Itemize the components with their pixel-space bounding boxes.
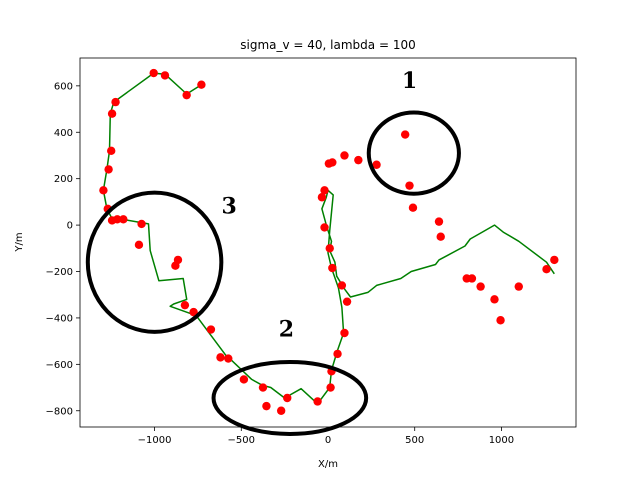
annotation-label-2: 2 [279,316,294,342]
measurement-point [107,146,116,156]
measurement-point [320,186,329,195]
x-axis-ticks: −1000 −500 0 500 1000 [138,427,514,446]
measurement-point [197,80,206,89]
annotation-label-1: 1 [402,68,417,94]
measurement-point [276,406,286,415]
y-tick-label: −200 [46,267,73,278]
annotations: 1 2 3 [85,68,461,436]
measurement-point [408,203,418,212]
y-tick-label: −800 [46,406,73,417]
x-tick-label: −1000 [138,435,172,446]
measurement-point [149,68,158,78]
measurement-point [206,325,216,334]
measurement-point [372,160,381,169]
measurement-point [104,165,113,174]
measurement-point [216,353,225,362]
x-tick-label: 1000 [489,435,514,446]
measurement-point [467,274,477,283]
x-tick-label: 500 [405,435,424,446]
measurement-point [326,383,335,392]
measurement-point [490,295,499,304]
measurement-point [434,217,444,226]
measurement-point [337,281,347,290]
measurement-point [354,155,363,165]
chart-title: sigma_v = 40, lambda = 100 [240,38,415,52]
y-tick-label: 200 [54,174,73,185]
highlight-ellipse-1 [366,110,461,196]
x-tick-label: 0 [325,435,331,446]
measurement-point [262,401,271,411]
y-axis-ticks: 600 400 200 0 −200 −400 −600 −800 [46,81,80,417]
measurement-point [239,375,249,384]
y-axis-label: Y/m [14,232,25,252]
measurement-point [342,297,352,306]
measurement-point [283,393,292,403]
measurement-point [325,244,334,253]
measurement-point [400,130,410,139]
measurement-point [189,307,198,317]
x-tick-label: −500 [228,435,255,446]
measurement-point [328,263,337,273]
measurement-point [550,255,559,265]
measurement-point [405,181,414,190]
measurement-point [171,261,180,270]
measurement-point [99,186,108,195]
measurement-point [113,215,122,224]
measurement-point [340,151,349,160]
plot-area: 1 2 3 [79,57,577,436]
y-tick-label: −400 [46,313,73,324]
measurement-point [320,223,329,232]
measurement-point [328,158,337,167]
measurement-point [182,90,191,100]
measurement-point [111,97,120,107]
measurement-point [180,300,190,310]
measurement-point [317,193,327,202]
measurement-point [514,282,523,291]
measurement-point [333,349,342,359]
measurement-point [496,316,505,325]
measurement-point [476,282,485,291]
annotation-label-3: 3 [221,193,236,219]
y-tick-label: 400 [54,128,73,139]
y-tick-label: −600 [46,360,73,371]
measurement-point [107,109,117,118]
measurement-point [160,71,170,80]
y-tick-label: 0 [67,221,73,232]
y-tick-label: 600 [54,81,73,92]
x-axis-label: X/m [318,459,338,470]
measurement-point [224,354,233,363]
measurement-point [258,383,268,392]
data-marks [99,68,559,415]
highlight-ellipse-3 [85,190,224,334]
measurement-point [134,240,144,250]
highlight-ellipse-2 [211,360,369,436]
measurement-point [436,232,445,241]
measurement-point [542,264,551,274]
measurement-point [137,219,146,229]
measurement-point [119,215,128,224]
measurement-point [313,397,322,406]
measurement-point [340,328,349,338]
